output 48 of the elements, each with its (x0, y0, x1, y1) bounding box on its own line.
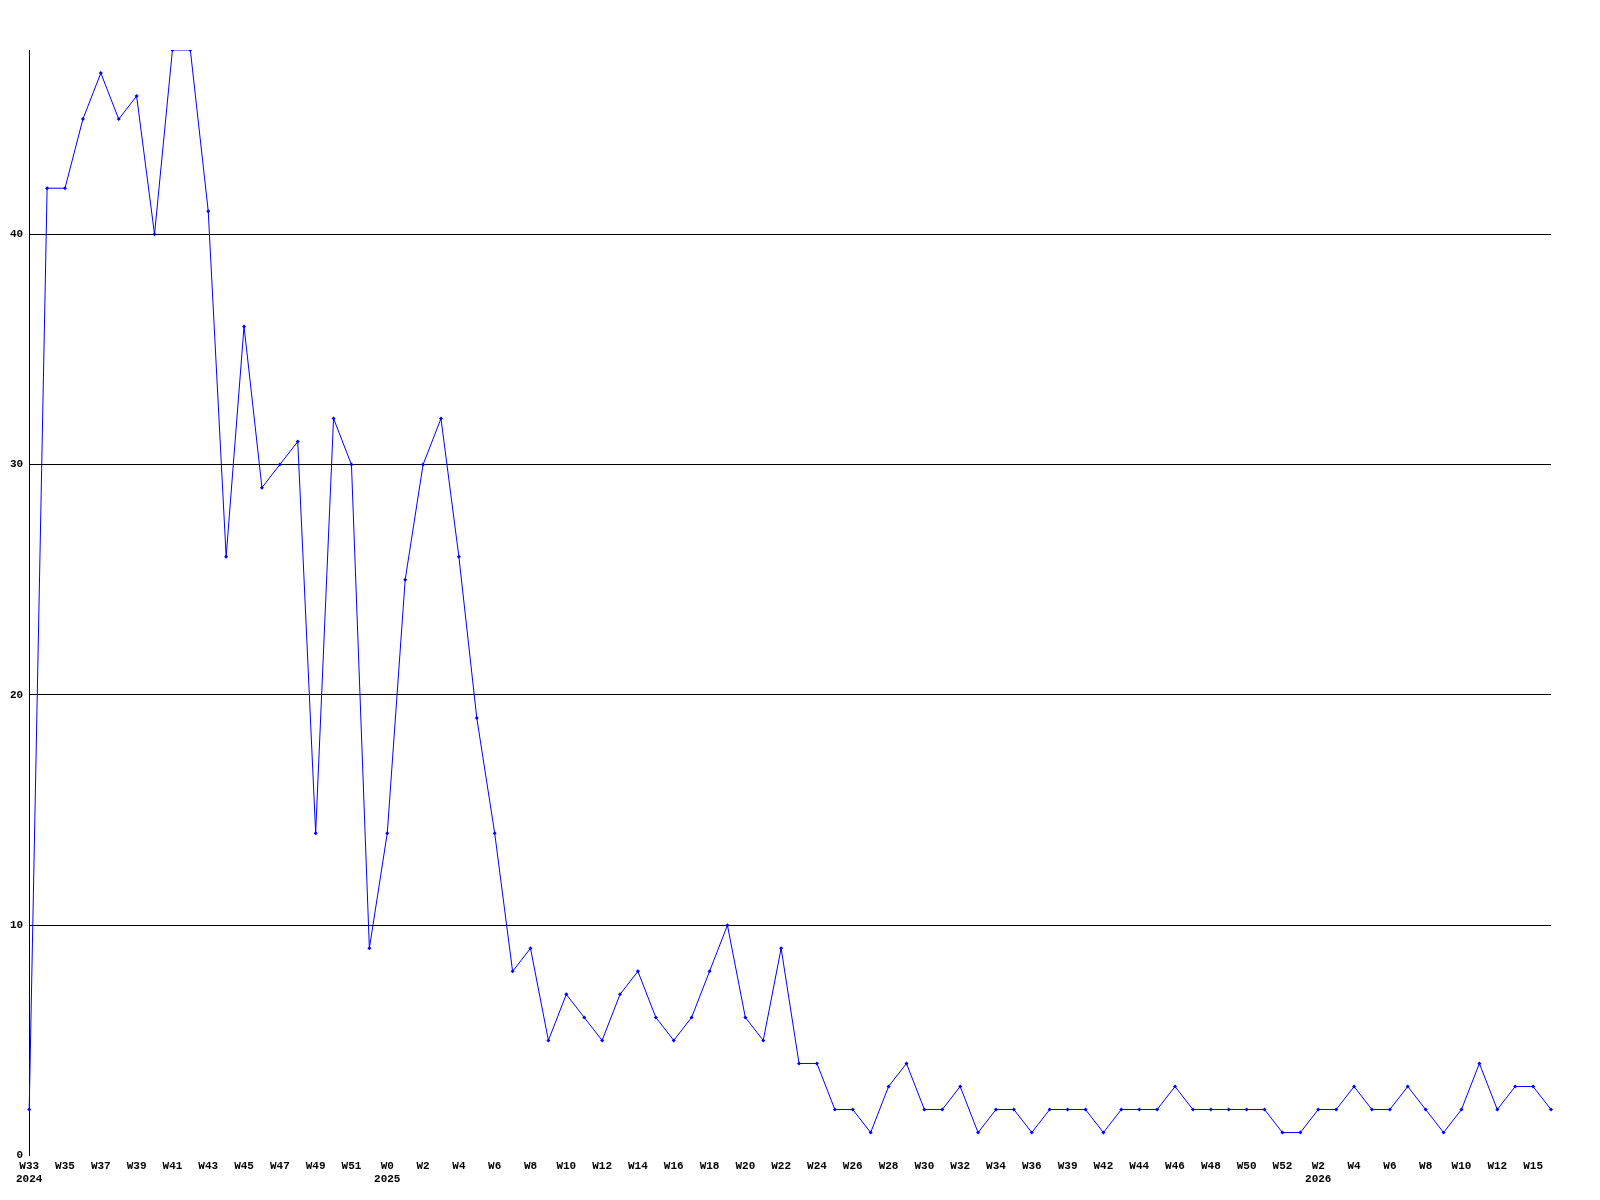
x-tick-label: W34 (986, 1159, 1007, 1172)
x-tick-label: W42 (1093, 1159, 1114, 1172)
x-tick-label: W0 2025 (374, 1159, 401, 1186)
y-tick-label: 40 (10, 228, 24, 241)
x-tick-label: W8 (523, 1159, 538, 1172)
x-tick-label: W33 2024 (16, 1159, 43, 1186)
x-tick-label: W6 (1383, 1159, 1397, 1172)
x-tick-label: W6 (488, 1159, 502, 1172)
x-tick-label: W49 (305, 1159, 326, 1172)
x-tick-label: W46 (1165, 1159, 1185, 1172)
y-tick-label: 0 (16, 1149, 24, 1162)
y-tick-label: 10 (10, 919, 24, 932)
x-tick-label: W51 (341, 1159, 362, 1172)
x-tick-label: W4 (452, 1159, 466, 1172)
x-tick-label: W24 (807, 1159, 828, 1172)
x-tick-label: W32 (950, 1159, 971, 1172)
x-tick-label: W43 (198, 1159, 219, 1172)
x-tick-label: W35 (55, 1159, 76, 1172)
x-tick-label: W12 (1487, 1159, 1508, 1172)
x-tick-label: W20 (735, 1159, 756, 1172)
x-tick-label: W41 (162, 1159, 183, 1172)
x-tick-label: W45 (234, 1159, 255, 1172)
y-tick-label: 30 (10, 458, 24, 471)
x-tick-label: W22 (771, 1159, 792, 1172)
x-tick-label: W12 (592, 1159, 613, 1172)
x-tick-label: W48 (1200, 1159, 1222, 1172)
x-tick-label: W52 (1272, 1159, 1293, 1172)
x-tick-label: W2 2026 (1305, 1159, 1332, 1186)
x-tick-label: W26 (842, 1159, 863, 1172)
x-tick-label: W8 (1419, 1159, 1433, 1172)
x-tick-label: W2 (416, 1159, 430, 1172)
x-tick-label: W4 (1347, 1159, 1362, 1172)
x-tick-label: W10 (1451, 1159, 1472, 1172)
x-tick-label: W28 (878, 1159, 899, 1172)
x-tick-label: W18 (699, 1159, 720, 1172)
x-tick-label: W39 (1057, 1159, 1078, 1172)
x-tick-label: W15 (1523, 1159, 1544, 1172)
y-tick-label: 20 (10, 688, 24, 701)
x-tick-label: W50 (1236, 1159, 1257, 1172)
x-tick-label: W39 (126, 1159, 147, 1172)
x-tick-label: W14 (628, 1159, 649, 1172)
x-tick-label: W30 (914, 1159, 935, 1172)
x-tick-label: W16 (663, 1159, 684, 1172)
x-tick-label: W37 (90, 1159, 111, 1172)
x-tick-label: W36 (1021, 1159, 1042, 1172)
x-tick-label: W10 (556, 1159, 577, 1172)
x-tick-label: W44 (1129, 1159, 1150, 1172)
x-tick-label: W47 (269, 1159, 290, 1172)
